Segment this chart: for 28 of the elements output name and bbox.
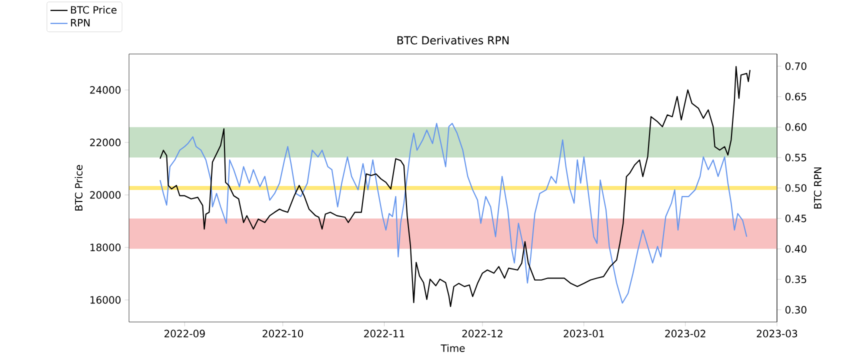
- x-tick-label: 2022-12: [462, 330, 502, 338]
- y2-tick-label: 0.65: [785, 92, 806, 100]
- y-tick-label: 24000: [90, 86, 121, 94]
- y2-tick-label: 0.70: [785, 62, 806, 70]
- y2-tick-label: 0.30: [785, 306, 806, 314]
- y-tick-label: 20000: [90, 191, 121, 199]
- y-tick-label: 22000: [90, 138, 121, 146]
- x-tick-label: 2022-10: [262, 330, 304, 338]
- y2-tick-label: 0.40: [785, 245, 806, 253]
- legend-label: BTC Price: [71, 6, 117, 14]
- y-tick-label: 16000: [90, 296, 121, 304]
- y2-tick-label: 0.35: [785, 276, 806, 284]
- line-series: [160, 122, 748, 304]
- x-tick-label: 2022-11: [364, 330, 404, 338]
- y2-tick-label: 0.55: [785, 154, 806, 162]
- y2-tick-label: 0.60: [785, 123, 806, 131]
- y-axis-title: BTC Price: [74, 165, 83, 210]
- x-tick-label: 2022-09: [164, 330, 205, 338]
- x-tick-label: 2023-02: [665, 330, 706, 338]
- y2-axis-title: BTC RPN: [814, 167, 822, 209]
- x-tick-label: 2023-01: [564, 330, 604, 338]
- legend-label: RPN: [71, 19, 90, 26]
- y-tick-label: 18000: [90, 244, 121, 252]
- x-axis-title: Time: [440, 344, 465, 352]
- x-tick-label: 2023-03: [756, 330, 798, 338]
- y2-tick-label: 0.45: [785, 214, 806, 222]
- y2-tick-label: 0.50: [785, 184, 806, 192]
- chart-title: BTC Derivatives RPN: [397, 36, 509, 44]
